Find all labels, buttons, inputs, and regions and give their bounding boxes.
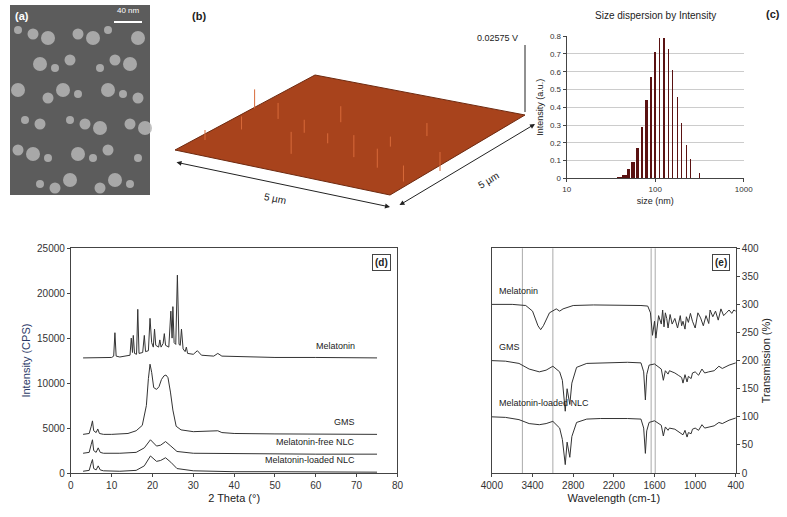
svg-text:1000: 1000 (684, 480, 707, 491)
svg-text:Intensity (CPS): Intensity (CPS) (20, 324, 32, 398)
svg-text:0.2: 0.2 (550, 139, 562, 148)
svg-text:Intensity (a.u.): Intensity (a.u.) (535, 79, 545, 136)
svg-text:40: 40 (229, 480, 241, 491)
svg-text:5 µm: 5 µm (476, 170, 501, 191)
svg-text:4000: 4000 (481, 480, 504, 491)
svg-text:0.1: 0.1 (550, 156, 562, 165)
svg-text:400: 400 (728, 480, 745, 491)
svg-text:(a): (a) (15, 10, 29, 22)
svg-text:400: 400 (742, 243, 759, 254)
svg-text:0: 0 (68, 480, 74, 491)
svg-text:Melatonin-free NLC: Melatonin-free NLC (276, 437, 355, 447)
svg-text:(b): (b) (192, 10, 206, 22)
svg-text:0: 0 (59, 468, 65, 479)
svg-text:0.02575 V: 0.02575 V (477, 33, 518, 43)
svg-text:Melatonin-loaded NLC: Melatonin-loaded NLC (265, 455, 355, 465)
svg-text:GMS: GMS (499, 342, 520, 352)
svg-text:40 nm: 40 nm (117, 6, 140, 15)
svg-text:10000: 10000 (37, 378, 65, 389)
svg-text:2200: 2200 (603, 480, 626, 491)
svg-text:1600: 1600 (643, 480, 666, 491)
svg-text:5 µm: 5 µm (263, 191, 287, 206)
svg-text:50: 50 (269, 480, 281, 491)
svg-text:(e): (e) (715, 257, 727, 268)
svg-text:70: 70 (351, 480, 363, 491)
svg-text:0.6: 0.6 (550, 68, 562, 77)
svg-text:0.3: 0.3 (550, 121, 562, 130)
svg-text:15000: 15000 (37, 333, 65, 344)
svg-text:size (nm): size (nm) (637, 196, 674, 206)
svg-text:2 Theta (°): 2 Theta (°) (208, 492, 260, 504)
svg-text:30: 30 (188, 480, 200, 491)
svg-text:0: 0 (742, 468, 748, 479)
svg-text:150: 150 (742, 383, 759, 394)
svg-text:Wavelength (cm-1): Wavelength (cm-1) (568, 492, 661, 504)
svg-text:Melatonin-loaded NLC: Melatonin-loaded NLC (499, 398, 589, 408)
svg-text:1000: 1000 (735, 185, 753, 194)
svg-text:(c): (c) (766, 8, 780, 20)
svg-text:300: 300 (742, 299, 759, 310)
svg-text:10: 10 (106, 480, 118, 491)
svg-text:GMS: GMS (334, 417, 355, 427)
svg-text:20000: 20000 (37, 288, 65, 299)
svg-text:100: 100 (649, 185, 663, 194)
svg-text:250: 250 (742, 327, 759, 338)
svg-text:25000: 25000 (37, 243, 65, 254)
svg-text:(d): (d) (375, 257, 388, 268)
svg-text:0: 0 (557, 174, 562, 183)
svg-text:3400: 3400 (521, 480, 544, 491)
svg-text:200: 200 (742, 355, 759, 366)
svg-text:60: 60 (310, 480, 322, 491)
svg-text:Melatonin: Melatonin (499, 286, 538, 296)
svg-text:5000: 5000 (43, 423, 66, 434)
svg-text:Size dispersion by Intensity: Size dispersion by Intensity (595, 10, 716, 21)
svg-text:0.4: 0.4 (550, 103, 562, 112)
svg-text:100: 100 (742, 411, 759, 422)
svg-text:2800: 2800 (562, 480, 585, 491)
svg-text:350: 350 (742, 271, 759, 282)
svg-text:Melatonin: Melatonin (316, 341, 355, 351)
svg-text:0.7: 0.7 (550, 50, 562, 59)
svg-text:0.8: 0.8 (550, 32, 562, 41)
svg-text:10: 10 (562, 185, 571, 194)
svg-text:0.5: 0.5 (550, 85, 562, 94)
svg-text:20: 20 (147, 480, 159, 491)
svg-text:50: 50 (742, 439, 754, 450)
svg-text:Transmission (%): Transmission (%) (760, 318, 772, 403)
svg-text:80: 80 (392, 480, 404, 491)
